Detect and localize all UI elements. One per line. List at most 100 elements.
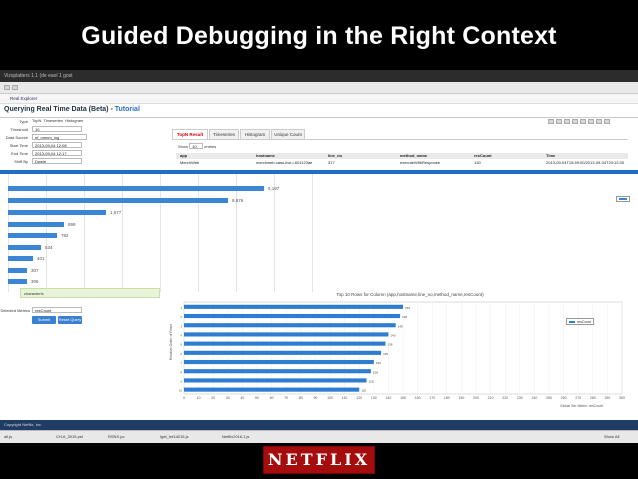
taskbar-item-1[interactable]: all.js: [4, 434, 13, 439]
close-icon[interactable]: [604, 119, 610, 124]
divider: [0, 117, 638, 118]
footer: Copyright Netflix, Inc.: [0, 420, 638, 430]
col-hostname[interactable]: hostname: [256, 153, 275, 158]
forward-icon[interactable]: [12, 85, 18, 90]
col-time[interactable]: Time: [546, 153, 556, 158]
overlay-bar: [8, 233, 57, 238]
x-tick-label: 270: [575, 396, 581, 400]
chart-bar-value: 138: [387, 343, 392, 347]
overlay-bar: [8, 279, 27, 284]
overlay-bar-label: 1,577: [110, 210, 122, 215]
y-tick-label: 3: [180, 324, 182, 328]
taskbar-item-5[interactable]: Netflix2016.1.js: [222, 434, 250, 439]
shiftby-select[interactable]: Dwele: [32, 158, 82, 164]
x-tick-label: 190: [458, 396, 464, 400]
cell-time: 2013-09-04T15:59:00/2013-09-04T20:12:00: [546, 160, 625, 165]
show-entries: Show 10 entries: [178, 143, 216, 149]
legend-box: [616, 196, 630, 202]
table-icon[interactable]: [580, 119, 586, 124]
page-title-separator: -: [108, 106, 115, 113]
starttime-input[interactable]: 2013-09-04 12:08: [32, 142, 82, 148]
datasource-select[interactable]: nf_omnm_log: [32, 134, 87, 140]
reset-query-button[interactable]: Reset Query: [58, 316, 82, 324]
shiftby-label: Shift By: [14, 159, 28, 164]
tab-histogram[interactable]: Histogram: [240, 129, 270, 139]
cell-rescount: 130: [474, 160, 481, 165]
submit-query-button[interactable]: Submit Query: [32, 316, 56, 330]
overlay-bar-chart: 5,197 8,876 1,577 899 782 534 401 307 306: [0, 174, 330, 294]
metric-select[interactable]: resCount: [32, 307, 82, 313]
taskbar-show-all[interactable]: Show All: [604, 434, 620, 439]
tab-unique-count[interactable]: Unique Count: [271, 129, 305, 139]
export-icon[interactable]: [548, 119, 554, 124]
x-tick-label: 100: [327, 396, 333, 400]
netflix-logo: NETFLIX: [267, 450, 371, 469]
breadcrumb[interactable]: Real Explorer: [0, 94, 638, 104]
x-tick-label: 30: [226, 396, 230, 400]
endtime-input[interactable]: 2013-09-04 12:17: [32, 150, 82, 156]
chart-legend-label: resCount: [577, 320, 592, 324]
filter-icon[interactable]: [572, 119, 578, 124]
show-label: Show: [178, 144, 189, 149]
x-tick-label: 70: [284, 396, 288, 400]
type-option-histogram[interactable]: Histogram: [65, 118, 84, 123]
x-tick-label: 220: [502, 396, 508, 400]
chart-bar-value: 140: [390, 334, 395, 338]
y-axis-label: Relative Order of Rows: [169, 323, 173, 361]
chart-bar: [184, 323, 396, 328]
chart-bar: [184, 369, 371, 374]
taskbar-item-2[interactable]: CH-6_3015.pst: [56, 434, 83, 439]
tab-timeseries[interactable]: Timeseries: [209, 129, 239, 139]
col-app[interactable]: app: [180, 153, 188, 158]
y-tick-label: 7: [180, 361, 182, 365]
x-tick-label: 300: [619, 396, 625, 400]
overlay-bar-label: 307: [31, 267, 39, 273]
chart-bar-value: 125: [369, 380, 374, 384]
expand-icon[interactable]: [596, 119, 602, 124]
y-tick-label: 1: [180, 306, 182, 310]
x-tick-label: 10: [197, 396, 201, 400]
netflix-logo-bg: [263, 446, 375, 474]
taskbar: all.js CH-6_3015.pst RSNS.pc Iget_bd1d21…: [0, 430, 638, 443]
type-radio-group[interactable]: TopN Timeseries Histogram: [32, 118, 83, 123]
chart-title: Top 10 Rows for Column (app,hostname,lin…: [336, 292, 484, 297]
col-method-name[interactable]: method_name: [400, 153, 428, 158]
x-tick-label: 250: [546, 396, 552, 400]
entries-label: entries: [204, 144, 217, 149]
type-option-topn[interactable]: TopN: [32, 118, 42, 123]
table-row[interactable]: MerchWeb merchweb-cass-live-i-601123ae 3…: [176, 159, 628, 170]
col-rescount[interactable]: resCount: [474, 153, 492, 158]
overlay-bar-top-1: [8, 186, 264, 191]
bottom-bar-chart: 0 10 20 30 40 50 60 70 80 90 100 110 120 130 140 150 160…: [179, 301, 625, 400]
browser-toolbar: [0, 82, 638, 94]
chart-icon[interactable]: [588, 119, 594, 124]
refresh-icon[interactable]: [556, 119, 562, 124]
type-option-timeseries[interactable]: Timeseries: [43, 118, 63, 123]
overlay-grid-line: [312, 174, 313, 292]
settings-icon[interactable]: [564, 119, 570, 124]
taskbar-item-4[interactable]: Iget_bd1d215.js: [160, 434, 189, 439]
back-icon[interactable]: [4, 85, 10, 90]
y-tick-label: 5: [180, 343, 182, 347]
type-label: Type: [19, 119, 28, 124]
chart-bar: [184, 341, 386, 346]
x-tick-label: 200: [473, 396, 479, 400]
page-title-text: Querying Real Time Data (Beta): [4, 106, 109, 113]
tab-topn-result[interactable]: TopN Result: [172, 129, 208, 139]
x-tick-label: 90: [313, 396, 317, 400]
threshold-input[interactable]: 10: [32, 126, 82, 132]
overlay-grid-line: [236, 174, 237, 292]
x-tick-label: 50: [255, 396, 259, 400]
x-tick-label: 230: [517, 396, 523, 400]
chart-bar-value: 148: [402, 315, 407, 319]
table-header: [176, 153, 628, 159]
show-entries-select[interactable]: 10: [189, 143, 204, 149]
taskbar-item-3[interactable]: RSNS.pc: [108, 434, 125, 439]
x-tick-label: 60: [270, 396, 274, 400]
col-line-no[interactable]: line_no: [328, 153, 343, 158]
x-tick-label: 170: [429, 396, 435, 400]
metric-label: Selected Metrics: [0, 308, 30, 313]
x-tick-label: 40: [240, 396, 244, 400]
tutorial-link[interactable]: Tutorial: [114, 106, 140, 113]
chart-bar: [184, 332, 389, 337]
